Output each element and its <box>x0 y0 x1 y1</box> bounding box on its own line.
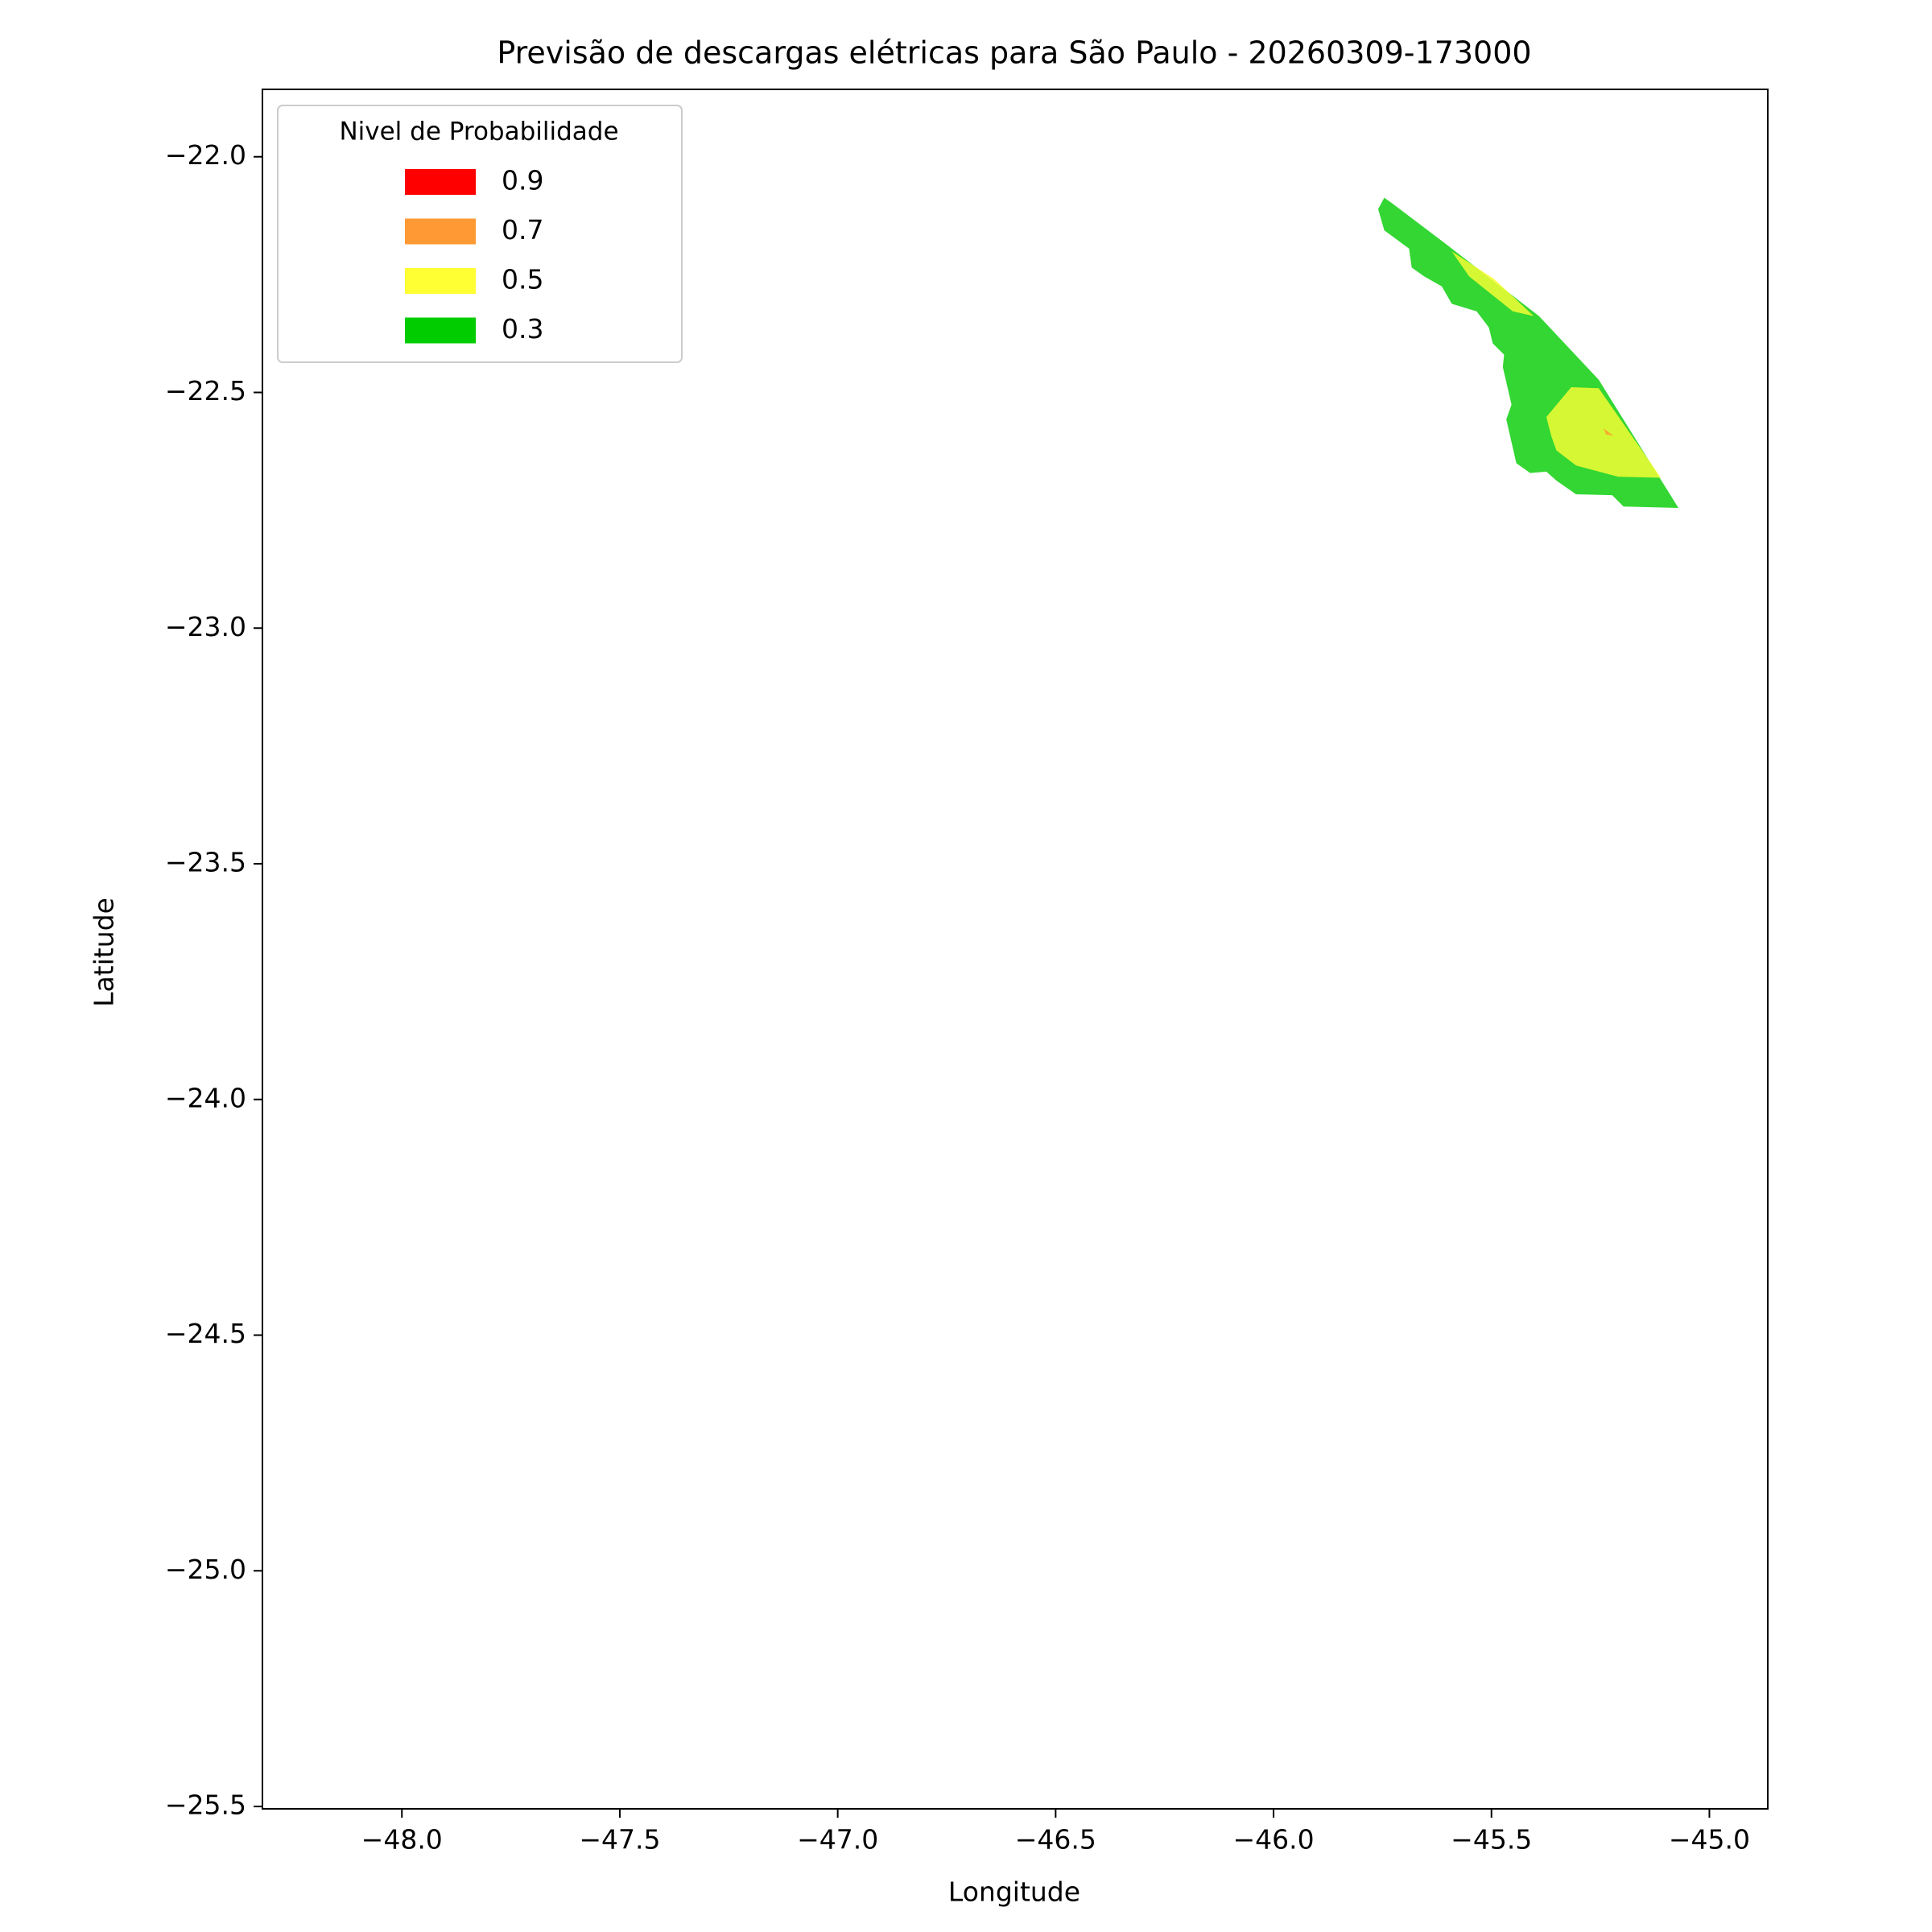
contour-region <box>1451 251 1534 316</box>
legend-swatch <box>405 268 476 294</box>
x-tick-label: −45.0 <box>1669 1824 1750 1856</box>
y-tick-label: −23.0 <box>165 611 246 642</box>
x-tick-label: −46.5 <box>1015 1824 1096 1856</box>
legend-swatch <box>405 218 476 245</box>
x-tick-label: −48.0 <box>361 1824 443 1856</box>
legend-label: 0.7 <box>502 214 543 246</box>
legend-box <box>277 105 683 363</box>
x-tick-label: −46.0 <box>1232 1824 1314 1856</box>
legend-swatch <box>405 169 476 195</box>
y-tick-label: −23.5 <box>165 847 246 878</box>
contour-region <box>1546 387 1662 478</box>
plot-frame <box>262 89 1769 1810</box>
x-tick-label: −47.0 <box>797 1824 878 1856</box>
legend-label: 0.3 <box>502 313 543 345</box>
legend-label: 0.9 <box>502 165 543 196</box>
contour-region <box>1603 427 1614 436</box>
y-tick-label: −24.5 <box>165 1318 246 1349</box>
y-tick-label: −25.0 <box>165 1554 246 1585</box>
legend-label: 0.5 <box>502 264 543 295</box>
legend: Nivel de Probabilidade 0.9 0.7 0.5 0.3 <box>277 105 683 363</box>
legend-swatch <box>405 317 476 344</box>
y-tick-label: −25.5 <box>165 1790 246 1821</box>
y-axis-label: Latitude <box>89 898 120 1007</box>
y-tick-label: −22.0 <box>165 139 246 171</box>
x-axis-label: Longitude <box>948 1876 1080 1908</box>
y-tick-label: −22.5 <box>165 375 246 407</box>
y-tick-label: −24.0 <box>165 1082 246 1113</box>
x-tick-label: −47.5 <box>579 1824 660 1856</box>
x-tick-label: −45.5 <box>1451 1824 1532 1856</box>
legend-title: Nivel de Probabilidade <box>339 118 618 147</box>
chart-title: Previsão de descargas elétricas para São… <box>497 35 1531 71</box>
